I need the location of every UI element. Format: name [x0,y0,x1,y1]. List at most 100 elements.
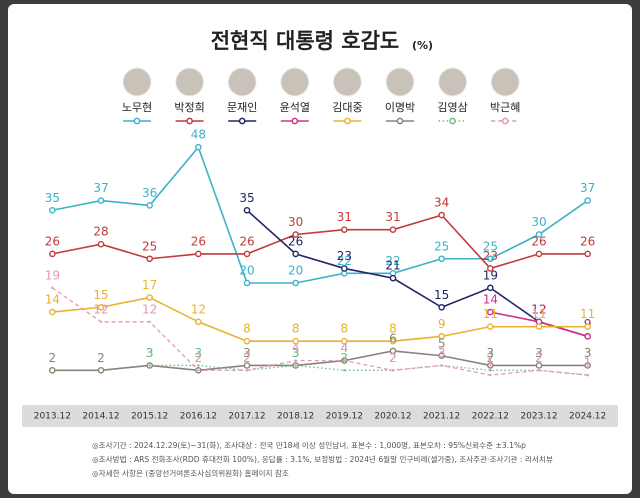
series-line [52,350,588,372]
point [489,373,492,377]
note: ◎조사기간 : 2024.12.29(토)~31(화), 조사대상 : 전국 만… [92,440,526,450]
point [197,369,200,372]
data-label: 2 [243,351,251,365]
data-label: 8 [243,322,251,336]
point [440,364,443,367]
point [535,231,543,238]
point [489,369,492,372]
x-tick-label: 2019.12 [326,412,363,422]
point [438,352,445,360]
point [487,265,494,272]
point [51,286,54,290]
legend-label: 윤석열 [280,101,310,114]
data-label: 30 [531,215,546,229]
point [148,364,151,367]
data-label: 3 [292,346,300,360]
point [197,364,200,367]
data-label: 2 [195,351,203,365]
data-label: 2 [535,351,543,365]
point [294,359,297,362]
point [97,366,105,374]
point [487,308,494,316]
x-tick-label: 2024.12 [569,412,606,422]
legend-dot [396,117,404,125]
data-label: 2 [243,351,251,365]
data-label: 12 [531,302,546,316]
data-label: 2 [97,351,105,365]
point [243,362,251,369]
data-label: 31 [385,210,400,224]
point [584,197,591,204]
point [49,206,56,214]
data-label: 3 [584,346,592,360]
data-label: 3 [292,346,300,360]
legend-photo [438,67,468,97]
point [49,366,56,374]
data-label: 35 [239,191,254,205]
x-tick-label: 2013.12 [34,412,71,422]
data-label: 26 [580,234,595,248]
series-line [149,364,588,376]
point [438,211,445,219]
point [195,250,202,258]
point [195,143,202,151]
data-label: 4 [292,341,300,355]
data-label: 1 [584,356,592,370]
legend-label: 문재인 [227,101,257,114]
data-label: 3 [487,346,495,360]
legend-dot [449,117,456,125]
point [341,226,348,233]
data-label: 17 [142,278,157,292]
data-label: 25 [142,239,157,253]
data-label: 15 [93,288,108,302]
point [195,318,202,326]
data-label: 22 [385,254,400,268]
data-label: 26 [191,234,206,248]
point [487,323,494,330]
data-label: 26 [45,234,60,248]
data-label: 21 [385,259,400,273]
data-label: 3 [195,346,203,360]
point [243,279,251,287]
data-label: 19 [483,268,498,282]
point [438,255,445,263]
legend-label: 김대중 [332,101,362,114]
legend-dot [501,117,509,125]
point [584,250,591,258]
point [391,369,395,372]
legend-photo [280,67,310,97]
point [99,320,103,323]
data-label: 34 [434,196,449,210]
x-tick-label: 2018.12 [277,412,314,422]
data-label: 2 [49,351,57,365]
point [292,337,299,345]
x-tick-label: 2015.12 [131,412,168,422]
series-line [246,209,588,338]
x-tick-label: 2022.12 [472,412,509,422]
data-label: 14 [45,293,60,307]
data-label: 12 [191,302,206,316]
point [584,362,591,369]
data-label: 48 [191,128,206,142]
point [487,255,494,263]
data-label: 9 [438,317,446,331]
legend-dot [133,117,141,125]
point [243,250,251,258]
data-label: 1 [487,356,495,370]
card [8,4,632,494]
data-label: 28 [93,225,108,239]
data-label: 30 [288,215,303,229]
point [292,231,299,238]
x-tick-label: 2014.12 [82,412,119,422]
data-label: 25 [434,239,449,253]
legend-photo [175,67,205,97]
legend-dot [186,117,193,125]
point [341,337,348,345]
data-label: 4 [341,341,349,355]
legend-dot [291,117,299,125]
x-tick-label: 2016.12 [180,412,217,422]
point [389,226,397,233]
point [537,369,541,372]
point [584,323,591,330]
